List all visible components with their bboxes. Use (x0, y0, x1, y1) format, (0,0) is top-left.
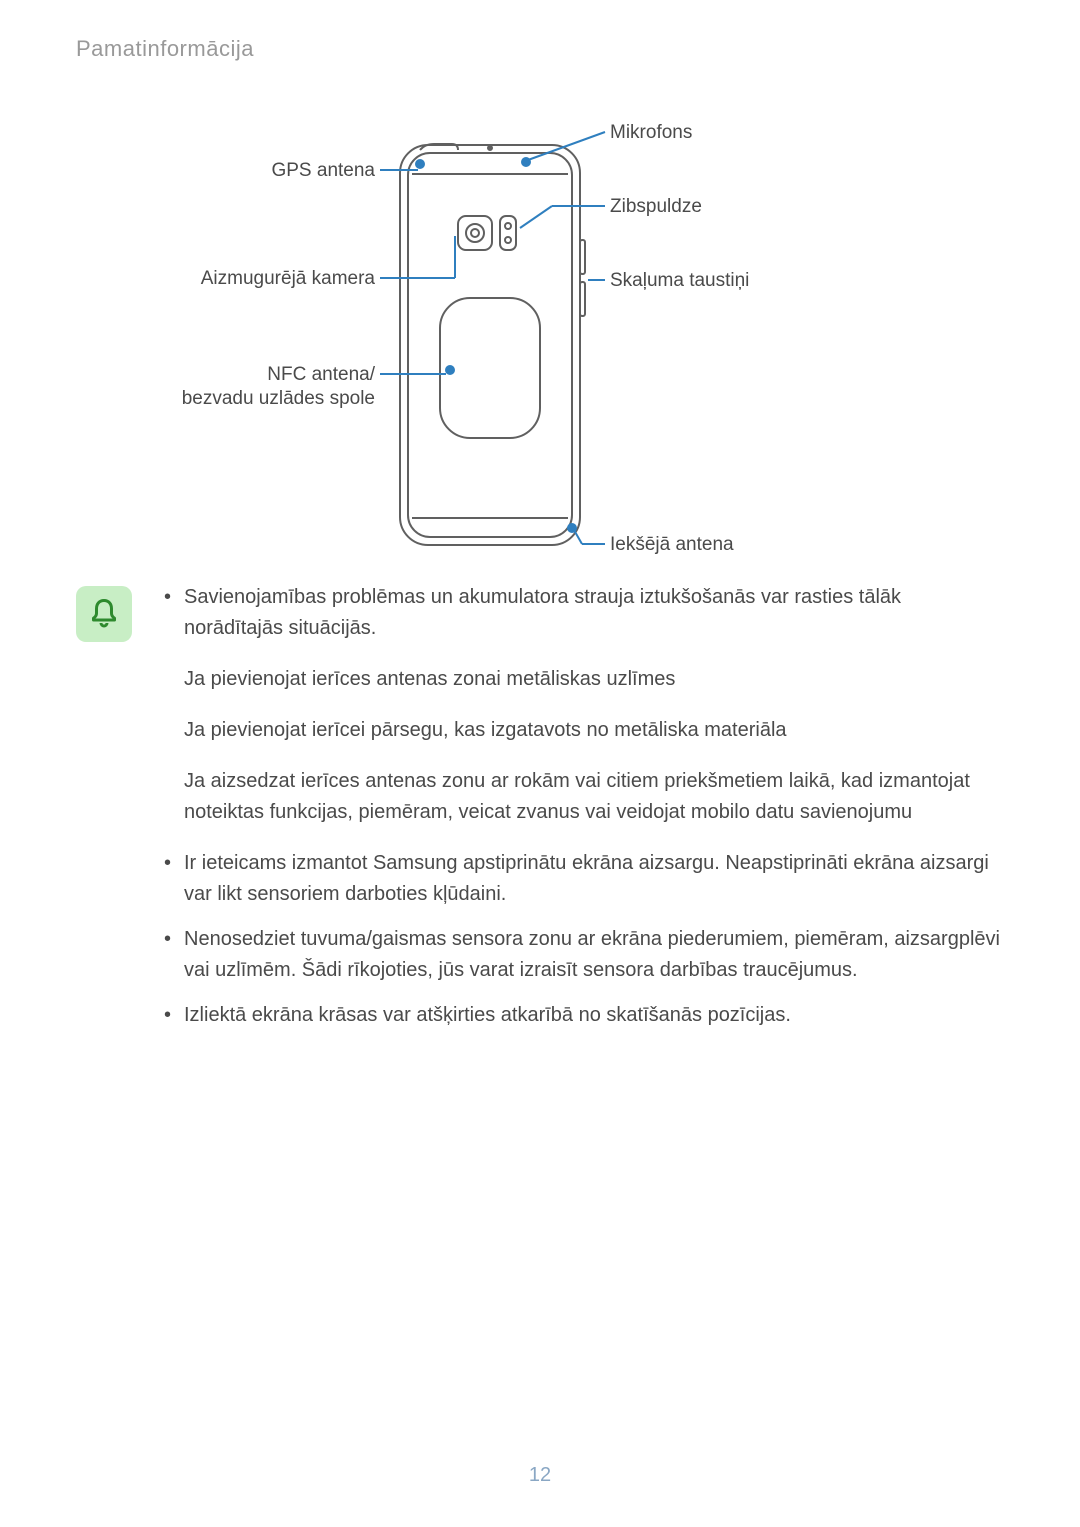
note-subitem: Ja pievienojat ierīces antenas zonai met… (184, 664, 1004, 695)
note-item: Savienojamības problēmas un akumulatora … (160, 582, 1004, 828)
note-text: Izliektā ekrāna krāsas var atšķirties at… (184, 1004, 791, 1026)
note-list: Savienojamības problēmas un akumulatora … (160, 582, 1004, 1031)
bell-icon (86, 596, 122, 632)
page-header: Pamatinformācija (76, 36, 254, 62)
note-sublist: Ja pievienojat ierīces antenas zonai met… (184, 664, 1004, 828)
note-content: Savienojamības problēmas un akumulatora … (160, 582, 1004, 1045)
label-nfc-1: NFC antena/ (267, 364, 375, 386)
note-box: Savienojamības problēmas un akumulatora … (76, 582, 1004, 1045)
note-item: Izliektā ekrāna krāsas var atšķirties at… (160, 1000, 1004, 1031)
page-number: 12 (0, 1464, 1080, 1487)
note-subitem: Ja aizsedzat ierīces antenas zonu ar rok… (184, 766, 1004, 828)
label-gps: GPS antena (271, 160, 375, 182)
label-nfc-2: bezvadu uzlādes spole (182, 388, 375, 410)
label-flash: Zibspuldze (610, 196, 702, 218)
note-item: Nenosedziet tuvuma/gaismas sensora zonu … (160, 924, 1004, 986)
label-mic: Mikrofons (610, 122, 692, 144)
note-item: Ir ieteicams izmantot Samsung apstiprinā… (160, 848, 1004, 910)
note-text: Ir ieteicams izmantot Samsung apstiprinā… (184, 852, 989, 905)
note-text: Nenosedziet tuvuma/gaismas sensora zonu … (184, 928, 1000, 981)
device-diagram: GPS antena Aizmugurējā kamera NFC antena… (140, 110, 920, 570)
note-subitem: Ja pievienojat ierīcei pārsegu, kas izga… (184, 715, 1004, 746)
label-antenna: Iekšējā antena (610, 534, 734, 556)
phone-illustration (140, 110, 920, 570)
label-volume: Skaļuma taustiņi (610, 270, 749, 292)
label-rear-cam: Aizmugurējā kamera (201, 268, 375, 290)
note-text: Savienojamības problēmas un akumulatora … (184, 586, 901, 639)
note-icon (76, 586, 132, 642)
